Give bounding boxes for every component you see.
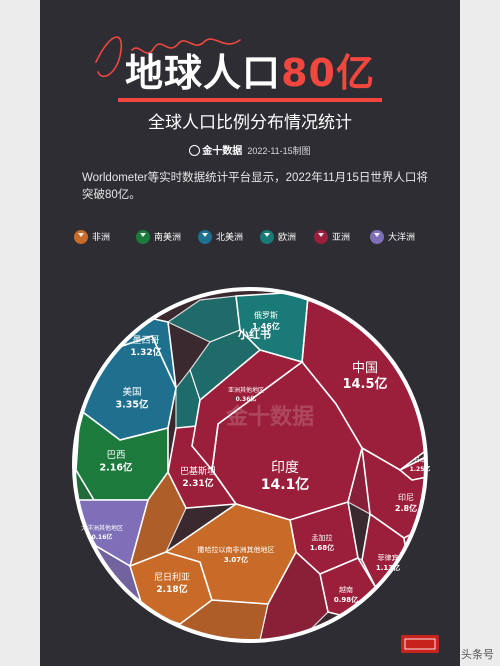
region-name-label: 菲律宾 (378, 553, 399, 562)
region-value-label: 3.35亿 (116, 399, 149, 411)
credit-date: 2022-11-15制图 (247, 146, 311, 156)
legend-swatch (198, 230, 212, 244)
jin10-logo-icon (189, 145, 201, 156)
legend-label: 南美洲 (154, 232, 182, 242)
region-name-label: 巴西 (106, 450, 125, 461)
red-seal-stamp (401, 635, 439, 653)
region-name-label: 印度 (271, 460, 299, 476)
chart-cell-13 (164, 503, 297, 605)
region-value-label: 2.18亿 (156, 583, 187, 595)
region-value-label: 1.68亿 (310, 543, 334, 552)
chart-cell-10 (398, 439, 426, 481)
region-name-label: 孟加拉 (312, 533, 333, 542)
region-value-label: 3.07亿 (224, 555, 248, 564)
watermark-xiaohongshu: 小红书 (237, 327, 271, 341)
region-value-label: 2.16亿 (100, 462, 133, 474)
title-accent: 80亿 (281, 51, 375, 95)
title-main: 地球人口 (125, 51, 282, 95)
chart-cell-14 (191, 349, 304, 472)
credit-line: 金十数据 2022-11-15制图 (40, 142, 460, 157)
region-name-label: 俄罗斯 (254, 310, 278, 320)
region-value-label: 1.13亿 (376, 563, 400, 572)
description-text: Worldometer等实时数据统计平台显示，2022年11月15日世界人口将突… (82, 172, 428, 201)
region-name-label: 印尼 (398, 493, 414, 502)
chart-cells (74, 289, 426, 641)
region-value-label: 0.98亿 (334, 595, 358, 604)
legend-swatch (370, 230, 384, 244)
region-value-label: 2.8亿 (395, 503, 417, 513)
legend-label: 北美洲 (216, 232, 244, 242)
region-name-label: 亚洲其他地区 (228, 386, 264, 394)
region-name-label: 巴基斯坦 (180, 465, 216, 477)
region-name-label: 墨西哥 (132, 335, 159, 346)
corner-watermark: 头条号 (461, 649, 494, 661)
script-signature-decoration (95, 36, 241, 78)
title-underline (118, 98, 382, 102)
legend-swatch (136, 230, 150, 244)
legend-label: 亚洲 (332, 232, 351, 242)
watermark-jin10: 金十数据 (225, 404, 314, 430)
region-name-label: 撒哈拉以南非洲其他地区 (198, 545, 275, 554)
legend-label: 非洲 (92, 232, 111, 242)
region-value-label: 2.31亿 (182, 477, 213, 489)
credit-brand: 金十数据 (202, 146, 243, 157)
region-name-label: 越南 (339, 585, 353, 594)
region-name-label: 美国 (122, 386, 141, 398)
region-name-label: 日本 (414, 456, 426, 464)
legend-swatch (74, 230, 88, 244)
page-subtitle: 全球人口比例分布情况统计 (148, 113, 352, 133)
legend-swatch (314, 230, 328, 244)
region-value-label: 0.16亿 (92, 533, 113, 541)
region-value-label: 14.5亿 (342, 376, 387, 392)
legend: 非洲 南美洲 北美洲 欧洲 亚洲 大洋洲 (74, 229, 434, 245)
region-value-label: 1.46亿 (252, 321, 280, 331)
region-name-label: 中国 (352, 361, 378, 376)
region-value-label: 1.32亿 (130, 346, 161, 358)
legend-label: 大洋洲 (388, 232, 416, 242)
legend-swatch (260, 230, 274, 244)
region-value-label: 14.1亿 (261, 476, 310, 493)
infographic-card: 地球人口80亿 全球人口比例分布情况统计 金十数据 2022-11-15制图 W… (40, 0, 460, 666)
region-name-label: 大洋洲其他地区 (81, 524, 123, 532)
legend-label: 欧洲 (278, 232, 297, 242)
region-value-label: 0.36亿 (236, 395, 257, 403)
page-title: 地球人口80亿 (40, 42, 460, 97)
region-value-label: 1.25亿 (410, 465, 431, 473)
chart-outline (72, 287, 428, 643)
region-name-label: 尼日利亚 (154, 571, 190, 583)
